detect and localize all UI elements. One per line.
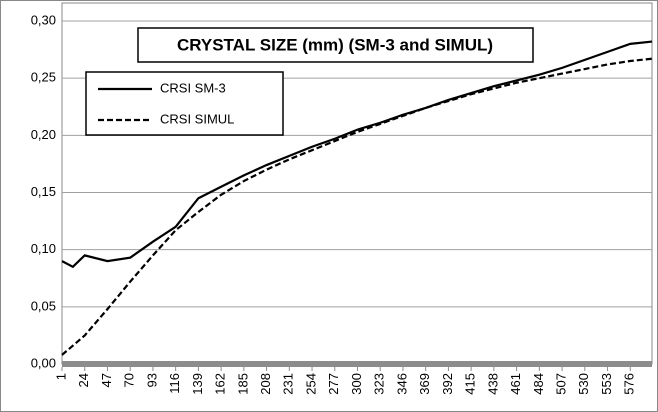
x-tick-label: 70 — [122, 373, 137, 387]
x-tick-label: 461 — [508, 373, 523, 395]
x-tick-label: 415 — [463, 373, 478, 395]
x-tick-label: 369 — [417, 373, 432, 395]
x-tick-label: 323 — [372, 373, 387, 395]
y-tick-label: 0,00 — [31, 355, 56, 370]
x-tick-label: 1 — [53, 373, 68, 380]
x-tick-label: 507 — [554, 373, 569, 395]
x-tick-label: 24 — [76, 373, 91, 387]
x-tick-label: 93 — [144, 373, 159, 387]
x-tick-label: 47 — [99, 373, 114, 387]
y-tick-label: 0,05 — [31, 298, 56, 313]
x-tick-label: 139 — [190, 373, 205, 395]
y-tick-label: 0,25 — [31, 70, 56, 85]
x-tick-label: 553 — [599, 373, 614, 395]
x-tick-label: 392 — [440, 373, 455, 395]
series-line — [61, 57, 653, 356]
legend-box — [85, 71, 284, 136]
x-tick-label: 116 — [167, 373, 182, 394]
y-tick-label: 0,30 — [31, 12, 56, 27]
title-box — [137, 27, 534, 63]
legend-label: CRSI SIMUL — [160, 111, 234, 126]
chart-title: CRYSTAL SIZE (mm) (SM-3 and SIMUL) — [177, 35, 493, 54]
y-tick-label: 0,10 — [31, 241, 56, 256]
x-tick-label: 530 — [576, 373, 591, 395]
x-tick-label: 162 — [213, 373, 228, 395]
x-tick-label: 484 — [531, 373, 546, 395]
legend-label: CRSI SM-3 — [160, 80, 226, 95]
x-tick-label: 576 — [622, 373, 637, 395]
y-tick-label: 0,20 — [31, 127, 56, 142]
x-tick-label: 208 — [258, 373, 273, 395]
x-tick-label: 438 — [485, 373, 500, 395]
x-tick-label: 346 — [394, 373, 409, 395]
x-tick-label: 277 — [326, 373, 341, 395]
y-tick-label: 0,15 — [31, 184, 56, 199]
x-tick-label: 300 — [349, 373, 364, 395]
x-tick-label: 254 — [303, 373, 318, 395]
x-tick-label: 231 — [281, 373, 296, 395]
series-line — [61, 40, 653, 269]
x-tick-label: 185 — [235, 373, 250, 395]
